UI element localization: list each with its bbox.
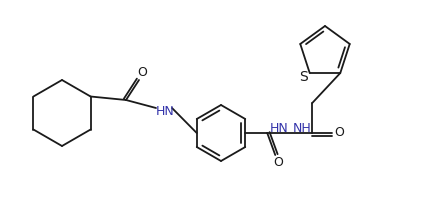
Text: O: O [137, 66, 147, 79]
Text: O: O [334, 127, 344, 140]
Text: HN: HN [269, 121, 288, 134]
Text: NH: NH [292, 121, 311, 134]
Text: S: S [299, 70, 307, 84]
Text: O: O [273, 155, 283, 168]
Text: HN: HN [155, 105, 174, 118]
